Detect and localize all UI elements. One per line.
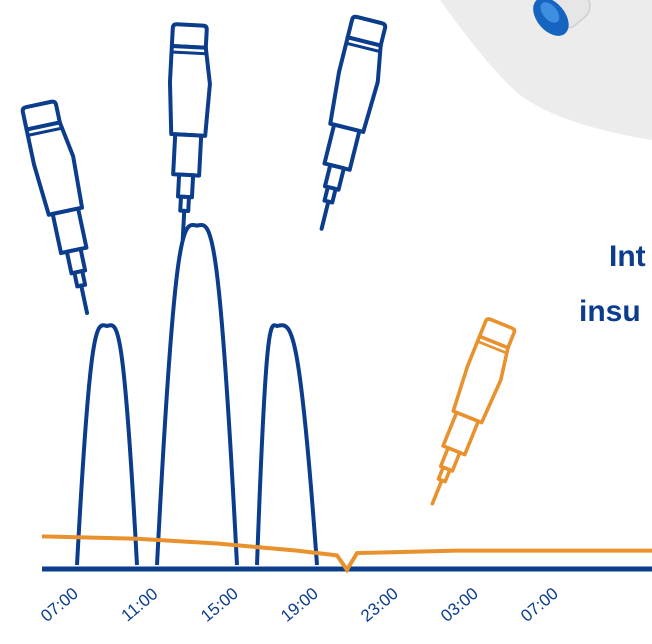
pen-needle <box>319 199 331 231</box>
pen-band <box>345 41 381 54</box>
insulin-pen-icon <box>319 14 388 231</box>
insulin-pen-icon <box>430 317 517 506</box>
pen-part <box>178 194 191 214</box>
pen-part <box>328 35 383 134</box>
pen-band <box>477 340 508 355</box>
background-panel <box>440 0 652 140</box>
pen-part <box>436 465 452 484</box>
pen-part <box>438 446 462 473</box>
pen-needle <box>180 208 187 241</box>
x-axis-ticks: 07:00 11:00 15:00 19:00 23:00 03:00 07:00 <box>37 584 562 626</box>
pen-part <box>322 122 362 172</box>
pen-part <box>441 410 481 457</box>
insulin-pen-icon <box>20 99 90 315</box>
bolus-curve <box>75 323 139 566</box>
x-axis-tick-label: 07:00 <box>517 584 562 626</box>
basal-series-line <box>41 534 652 574</box>
x-axis-tick-label: 03:00 <box>437 584 482 626</box>
x-axis-tick-label: 11:00 <box>118 584 162 625</box>
x-axis-tick-label: 07:00 <box>37 584 82 626</box>
pen-part <box>322 162 346 192</box>
pen-part <box>64 246 88 276</box>
bolus-curve <box>155 222 239 566</box>
pen-part <box>72 269 88 289</box>
pen-part <box>24 120 85 217</box>
pen-needle <box>79 283 90 315</box>
pen-part <box>175 172 196 200</box>
insulin-vial-icon <box>533 0 591 36</box>
heading-line-1: Int <box>609 240 646 273</box>
x-axis-tick-label: 15:00 <box>197 584 242 626</box>
pen-band <box>27 126 63 137</box>
x-axis-tick-label: 23:00 <box>357 584 402 626</box>
insulin-pen-icon <box>167 22 212 241</box>
pen-needle <box>430 478 444 506</box>
pen-band <box>171 50 207 56</box>
heading-line-2: insu <box>579 295 641 328</box>
pen-part <box>171 132 204 178</box>
pen-part <box>167 43 212 138</box>
pen-part <box>322 185 338 205</box>
bolus-curve <box>255 323 319 566</box>
x-axis-tick-label: 19:00 <box>277 584 322 626</box>
pen-part <box>451 334 510 425</box>
pen-part <box>169 22 209 50</box>
bolus-series <box>75 222 319 566</box>
pen-part <box>50 206 89 256</box>
